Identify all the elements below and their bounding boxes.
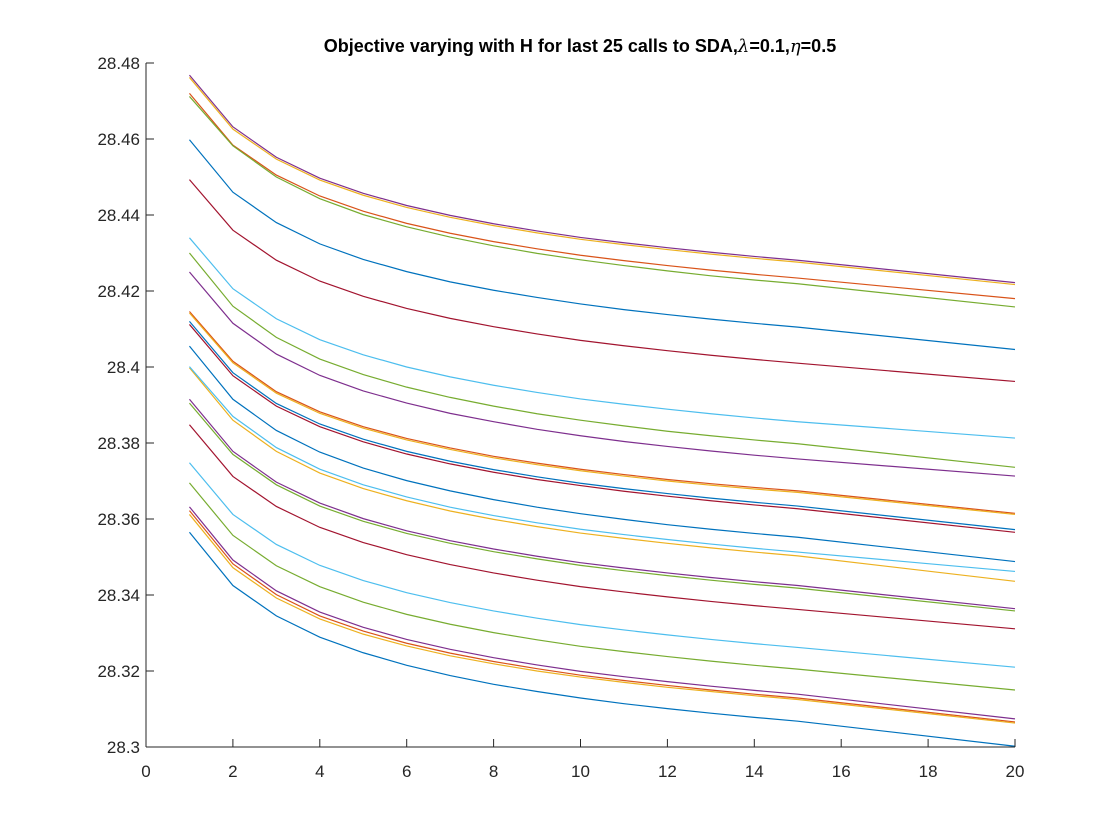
series-line-3 [188,93,1016,300]
series-layer [188,74,1016,747]
eta-symbol: η [790,36,801,57]
x-tick-label: 2 [228,762,237,781]
series-line-11 [188,312,1016,516]
x-tick-label: 20 [1006,762,1025,781]
lambda-value: =0.1, [749,36,790,56]
series-line-25 [188,531,1016,747]
series-line-14 [188,345,1016,563]
x-tick-label: 18 [919,762,938,781]
series-line-18 [188,402,1016,612]
series-line-21 [188,482,1016,691]
x-tick-label: 10 [571,762,590,781]
series-line-2 [188,77,1016,286]
x-tick-label: 6 [402,762,411,781]
series-line-4 [188,96,1016,308]
y-tick-label: 28.46 [97,130,140,149]
series-line-13 [188,324,1016,533]
series-line-22 [188,506,1016,720]
y-tick-label: 28.48 [97,54,140,73]
series-line-19 [188,424,1016,630]
y-tick-label: 28.3 [107,738,140,757]
series-line-7 [188,237,1016,439]
series-line-20 [188,462,1016,668]
x-tick-label: 14 [745,762,764,781]
chart-title-prefix: Objective varying with H for last 25 cal… [324,36,738,56]
y-tick-label: 28.4 [107,358,140,377]
x-tick-label: 16 [832,762,851,781]
y-tick-label: 28.42 [97,282,140,301]
x-tick-label: 0 [141,762,150,781]
series-line-6 [188,179,1016,383]
eta-value: =0.5 [801,36,837,56]
series-line-10 [188,311,1016,514]
series-line-8 [188,252,1016,468]
series-line-23 [188,510,1016,723]
y-tick-label: 28.44 [97,206,140,225]
series-line-17 [188,398,1016,610]
series-line-9 [188,271,1016,477]
series-line-12 [188,321,1016,531]
lambda-symbol: λ [737,36,749,57]
chart-title: Objective varying with H for last 25 cal… [324,36,836,57]
x-tick-label: 4 [315,762,324,781]
axes-layer: 0 2 4 6 8 10 12 14 16 18 20 28.3 28.32 28.34 28.36 28.3… [97,54,1024,781]
y-tick-label: 28.38 [97,434,140,453]
y-tick-label: 28.32 [97,662,140,681]
y-tick-label: 28.34 [97,586,140,605]
x-tick-label: 8 [489,762,498,781]
series-line-1 [188,74,1016,284]
y-tick-label: 28.36 [97,510,140,529]
series-line-15 [188,367,1016,582]
x-tick-label: 12 [658,762,677,781]
series-line-16 [188,366,1016,573]
series-line-5 [188,139,1016,351]
series-line-24 [188,514,1016,724]
